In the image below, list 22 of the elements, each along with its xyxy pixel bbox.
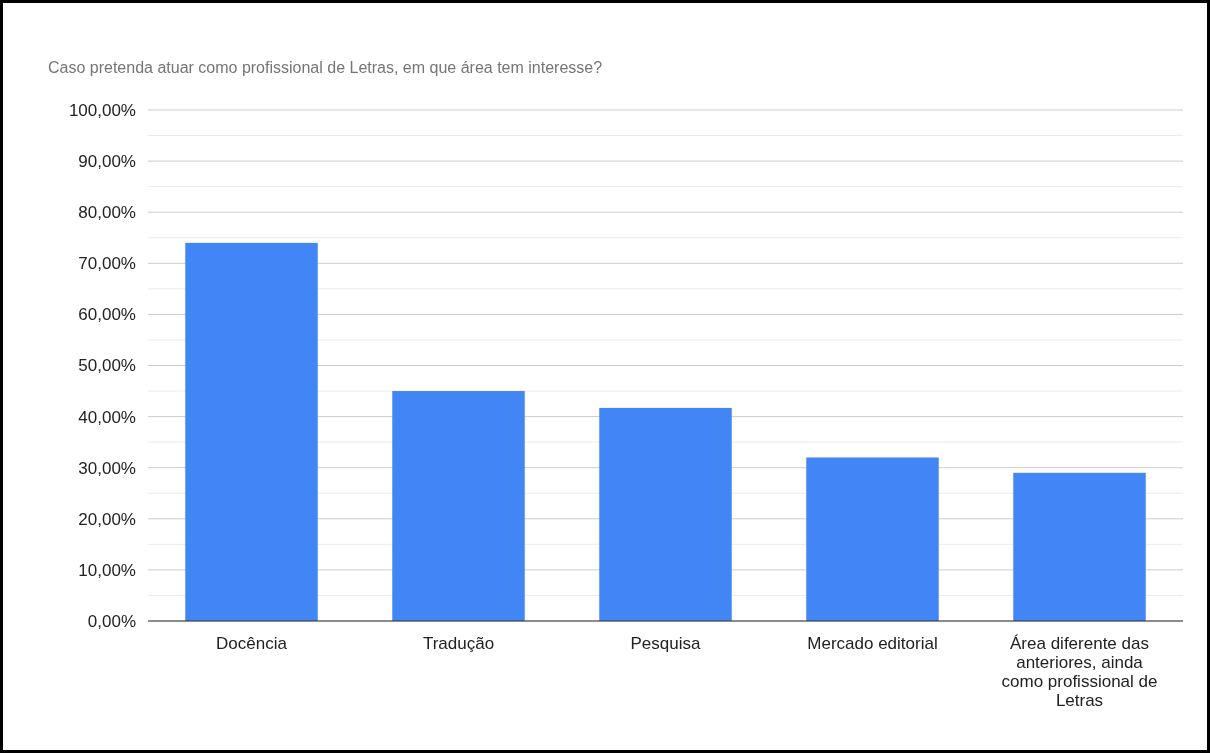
- x-tick-label: Docência: [216, 634, 288, 653]
- x-tick-label: Pesquisa: [630, 634, 702, 653]
- y-tick-label: 70,00%: [78, 254, 136, 274]
- chart-title: Caso pretenda atuar como profissional de Letras, em que área tem interesse?: [48, 59, 603, 76]
- y-tick-label: 30,00%: [78, 458, 136, 478]
- x-tick-label: Tradução: [422, 634, 495, 653]
- y-tick-label: 20,00%: [78, 509, 136, 529]
- bar: [806, 457, 939, 621]
- y-tick-label: 60,00%: [78, 305, 136, 325]
- bar: [185, 242, 318, 621]
- y-tick-label: 0,00%: [87, 611, 136, 631]
- bar: [392, 391, 525, 621]
- y-tick-label: 50,00%: [78, 356, 136, 376]
- bar: [599, 407, 732, 621]
- y-tick-label: 40,00%: [78, 407, 136, 427]
- y-tick-label: 80,00%: [78, 203, 136, 223]
- bar: [1013, 472, 1146, 621]
- x-tick-label: Área diferente das anteriores, ainda como profissional de Letras: [1001, 634, 1158, 710]
- y-tick-label: 90,00%: [78, 152, 136, 172]
- y-tick-label: 100,00%: [68, 100, 136, 120]
- y-tick-label: 10,00%: [78, 560, 136, 580]
- x-tick-label: Mercado editorial: [807, 634, 938, 653]
